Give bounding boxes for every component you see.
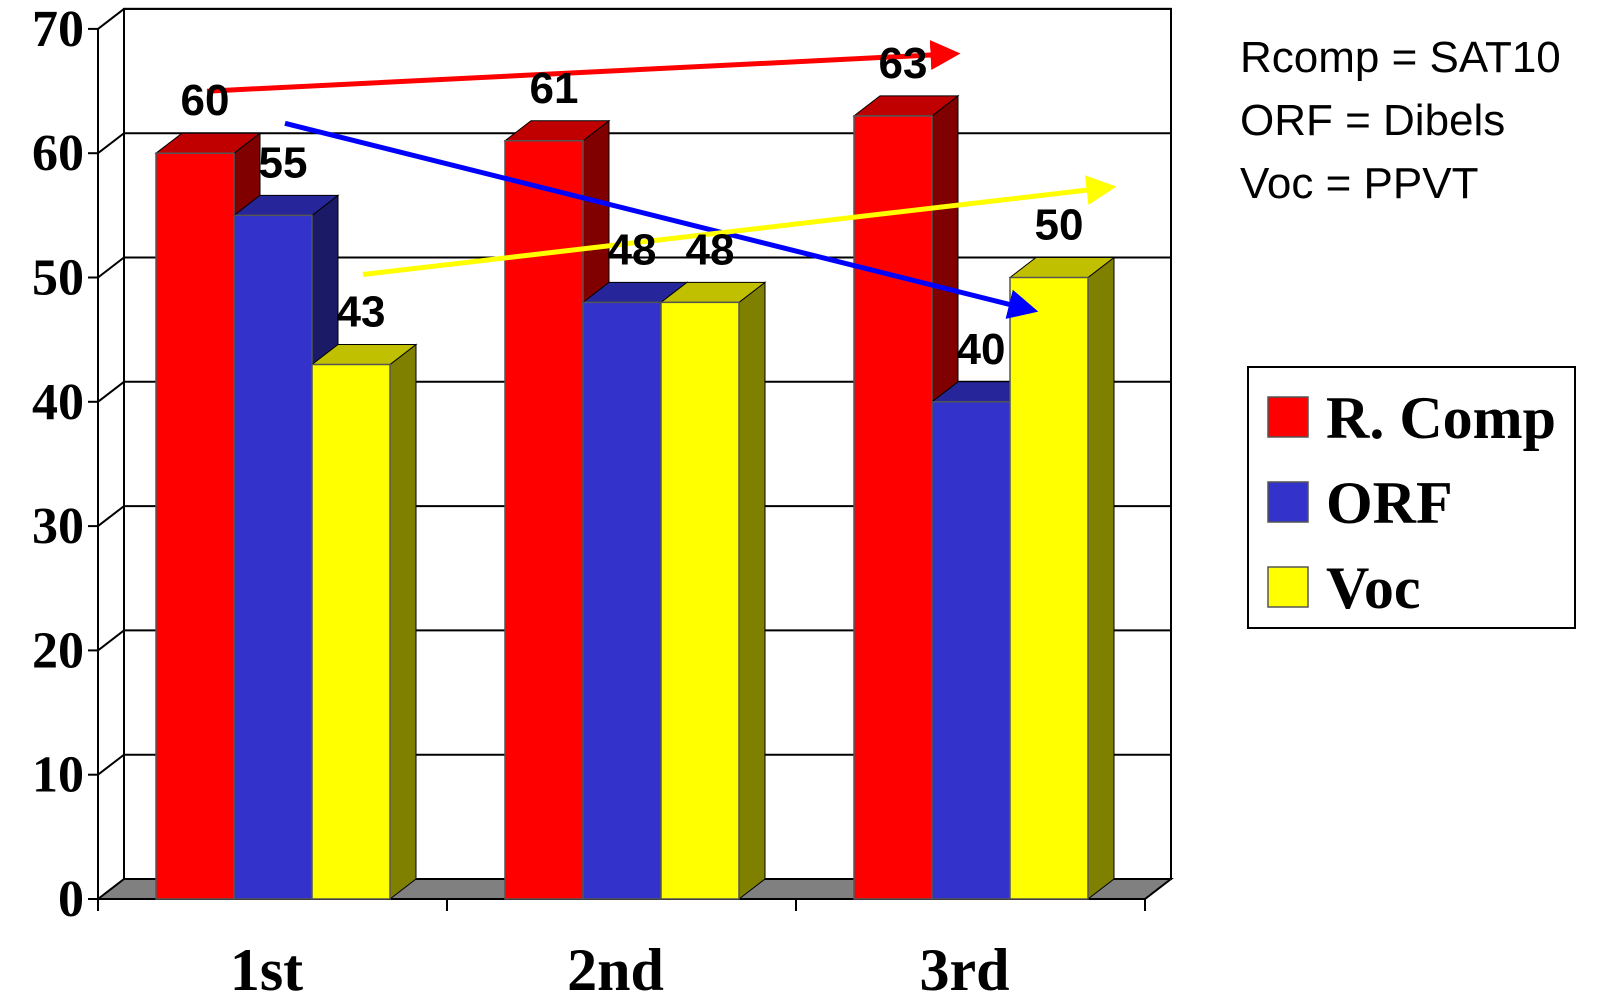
- notes: Rcomp = SAT10 ORF = Dibels Voc = PPVT: [1240, 33, 1561, 208]
- x-category-labels: 1st 2nd 3rd: [230, 937, 1010, 992]
- y-tick-label: 50: [32, 250, 84, 307]
- data-labels: 60 55 43 61 48 48 63 40 50: [181, 39, 1084, 374]
- y-tick-label: 0: [58, 871, 84, 928]
- y-tick-label: 60: [32, 125, 84, 182]
- x-category-label: 1st: [230, 937, 303, 992]
- trend-arrow: [362, 175, 1117, 277]
- y-tick-label: 10: [32, 747, 84, 804]
- data-label: 63: [879, 39, 928, 88]
- y-tick-label: 40: [32, 374, 84, 431]
- data-label: 48: [686, 225, 735, 274]
- bars: [154, 94, 1116, 901]
- data-label: 40: [957, 325, 1006, 374]
- data-label: 50: [1035, 201, 1084, 250]
- y-tick-labels: 0 10 20 30 40 50 60 70: [32, 1, 84, 928]
- legend-swatch-rcomp: [1267, 396, 1309, 438]
- data-label: 55: [259, 138, 308, 187]
- data-label: 43: [337, 288, 386, 337]
- bar: [1008, 256, 1116, 901]
- data-label: 61: [530, 64, 579, 113]
- legend-label-orf: ORF: [1326, 470, 1453, 536]
- x-category-label: 2nd: [567, 937, 664, 992]
- legend-label-rcomp: R. Comp: [1326, 385, 1556, 451]
- data-label: 60: [181, 76, 230, 125]
- trend-arrow: [284, 120, 1039, 319]
- note-rcomp: Rcomp = SAT10: [1240, 33, 1561, 82]
- legend-swatch-voc: [1267, 566, 1309, 608]
- trend-arrows: [206, 40, 1117, 319]
- data-label: 48: [608, 225, 657, 274]
- legend-label-voc: Voc: [1326, 555, 1420, 621]
- y-tick-label: 30: [32, 498, 84, 555]
- bar: [659, 281, 767, 901]
- note-orf: ORF = Dibels: [1240, 96, 1505, 145]
- x-category-label: 3rd: [920, 937, 1010, 992]
- trend-arrow: [206, 40, 961, 94]
- legend-swatch-orf: [1267, 481, 1309, 523]
- legend: R. Comp ORF Voc: [1247, 366, 1576, 629]
- note-voc: Voc = PPVT: [1240, 159, 1478, 208]
- y-tick-label: 70: [32, 1, 84, 58]
- bar: [310, 343, 418, 901]
- y-tick-label: 20: [32, 622, 84, 679]
